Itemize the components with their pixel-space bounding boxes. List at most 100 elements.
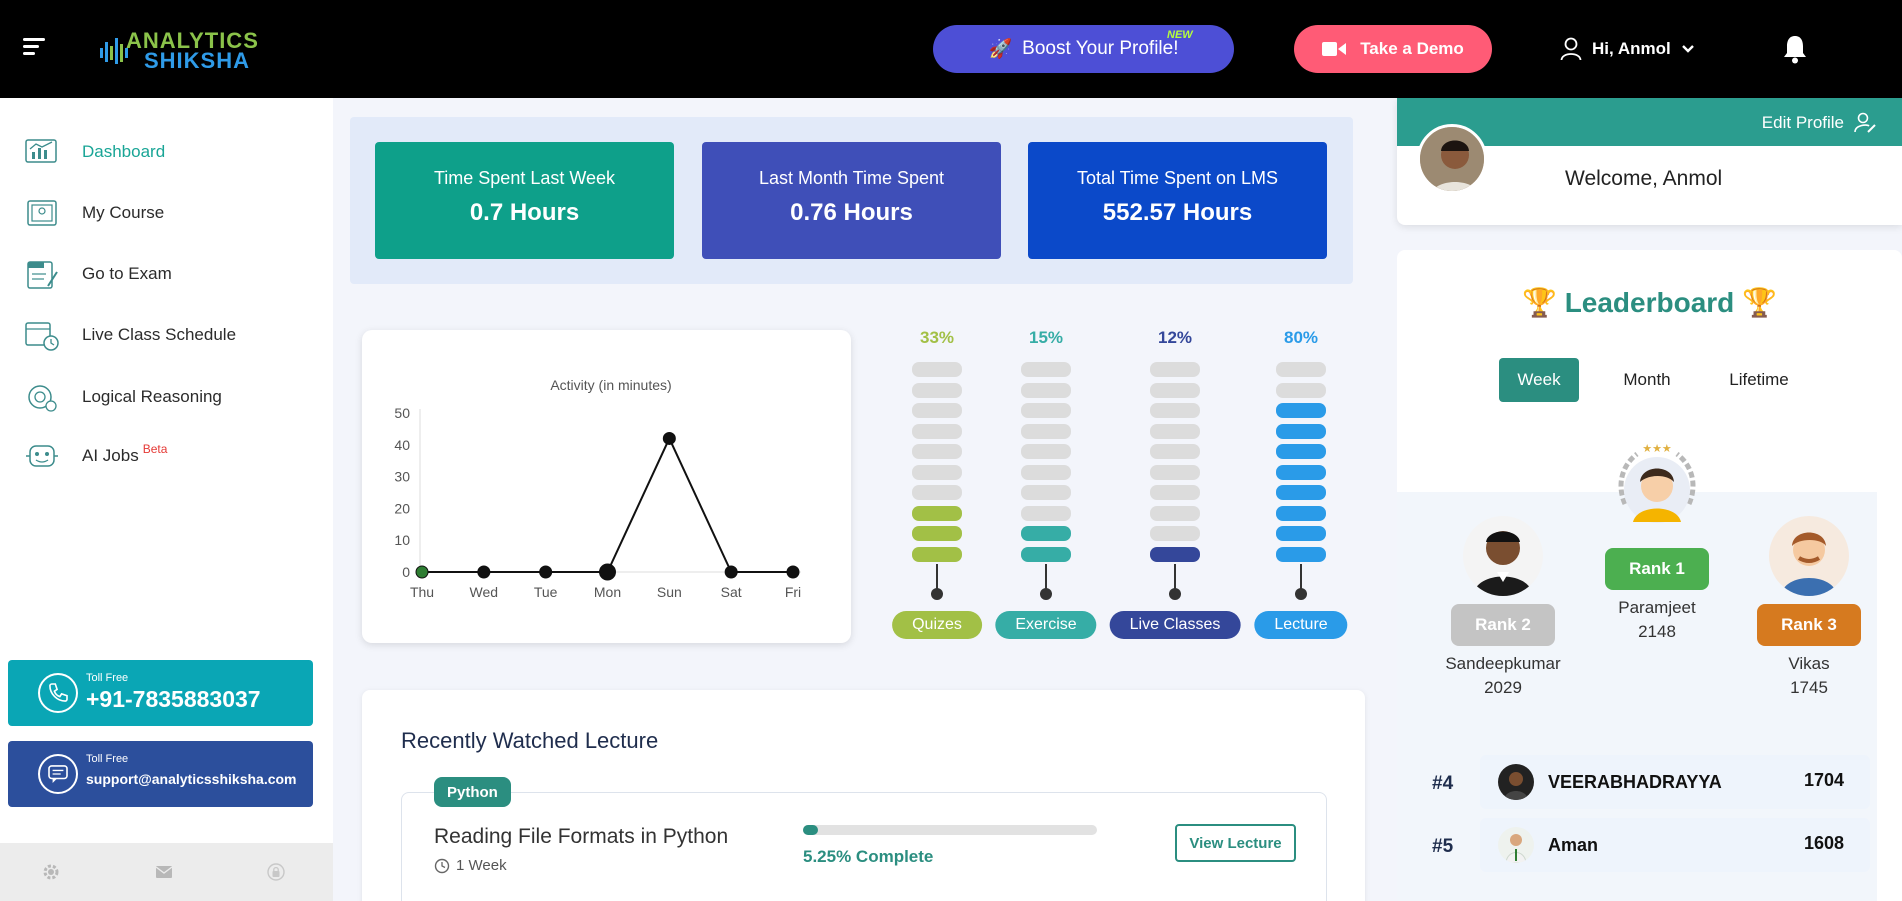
user-greeting: Hi, Anmol: [1592, 39, 1671, 58]
edit-profile-label: Edit Profile: [1761, 113, 1844, 132]
view-lecture-button[interactable]: View Lecture: [1175, 824, 1296, 862]
sidebar-item-go-to-exam[interactable]: Go to Exam: [24, 255, 172, 293]
robot-icon: [26, 445, 58, 467]
data-point: [415, 565, 429, 579]
lecture-progress-bar: [803, 825, 1097, 835]
progress-knob: [1040, 588, 1052, 600]
settings-gear-icon[interactable]: [42, 863, 60, 881]
support-email-card[interactable]: Toll Free support@analyticsshiksha.com: [8, 741, 313, 807]
profile-avatar[interactable]: [1417, 124, 1487, 194]
podium-rank-3[interactable]: Rank 3 Vikas 1745: [1739, 516, 1879, 698]
x-tick-label: Mon: [594, 584, 621, 600]
progress-segment: [1276, 403, 1326, 418]
beta-badge: Beta: [142, 442, 168, 456]
leaderboard-row[interactable]: #5 Aman 1608: [1397, 818, 1877, 872]
time-card-total: Total Time Spent on LMS 552.57 Hours: [1028, 142, 1327, 259]
progress-segment: [1276, 444, 1326, 459]
avatar: [1463, 516, 1543, 596]
progress-segment: [1150, 423, 1200, 439]
progress-segment: [912, 485, 962, 500]
course-tag[interactable]: Python: [434, 777, 511, 807]
hamburger-menu-icon[interactable]: [23, 38, 45, 56]
progress-segment: [1021, 403, 1071, 418]
progress-segment: [1276, 382, 1326, 398]
tab-lifetime[interactable]: Lifetime: [1729, 370, 1789, 389]
mail-icon[interactable]: [155, 863, 173, 881]
progress-segment: [1276, 423, 1326, 439]
sidebar-item-logical-reasoning[interactable]: Logical Reasoning: [24, 378, 222, 416]
progress-segment: [1021, 464, 1071, 480]
leader-points: 2148: [1638, 622, 1676, 641]
progress-segment: [1150, 546, 1200, 562]
row-points: 1608: [1803, 833, 1844, 853]
brand-logo[interactable]: ANALYTICS SHIKSHA: [98, 26, 258, 73]
progress-segment: [912, 526, 962, 541]
progress-label-pill[interactable]: Live Classes: [1109, 611, 1241, 639]
leaderboard-card: 🏆 Leaderboard 🏆 Week Month Lifetime Rank…: [1397, 250, 1902, 901]
row-name: VEERABHADRAYYA: [1548, 772, 1722, 792]
progress-label-pill[interactable]: Quizes: [892, 611, 982, 639]
progress-stem: [1045, 564, 1047, 592]
progress-segments: [1276, 362, 1326, 567]
avatar: ★★★: [1607, 440, 1707, 540]
logo-text-shiksha: SHIKSHA: [144, 48, 251, 73]
progress-segment: [1276, 546, 1326, 562]
podium-rank-1[interactable]: ★★★ Rank 1 Paramjeet 2148: [1587, 440, 1727, 642]
toll-free-phone-card[interactable]: Toll Free +91-7835883037: [8, 660, 313, 726]
person-photo-icon: [1498, 764, 1534, 800]
laurel-avatar-icon: ★★★: [1618, 443, 1696, 523]
row-name: Aman: [1548, 835, 1599, 855]
y-tick-label: 20: [394, 500, 410, 516]
progress-segment: [912, 546, 962, 562]
time-card-title: Last Month Time Spent: [758, 168, 945, 188]
activity-line-chart: Activity (in minutes) 0 10 20 30 40 50 Thu Wed T…: [394, 377, 801, 600]
sidebar-item-my-course[interactable]: My Course: [24, 194, 164, 232]
time-card-value: 552.57 Hours: [1102, 199, 1253, 226]
chevron-down-icon: [1681, 45, 1694, 53]
rocket-icon: 🚀: [988, 39, 1013, 60]
data-point: [477, 565, 491, 579]
progress-segment: [1021, 485, 1071, 500]
edit-profile-link[interactable]: Edit Profile: [1762, 112, 1876, 134]
leaderboard-row[interactable]: #4 VEERABHADRAYYA 1704: [1397, 755, 1877, 809]
progress-segments: [1150, 362, 1200, 567]
progress-segment: [912, 423, 962, 439]
progress-segment: [1276, 485, 1326, 500]
row-bar: Aman 1608: [1480, 818, 1870, 872]
x-tick-label: Sun: [657, 584, 682, 600]
progress-label-pill[interactable]: Exercise: [995, 611, 1097, 639]
tab-week[interactable]: Week: [1499, 358, 1579, 402]
sidebar-footer: [0, 843, 333, 901]
lecture-title: Reading File Formats in Python: [434, 825, 729, 848]
user-icon: [1560, 37, 1582, 61]
time-stats-panel: Time Spent Last Week 0.7 Hours Last Mont…: [350, 117, 1353, 284]
progress-segment: [1150, 464, 1200, 480]
user-menu-dropdown[interactable]: Hi, Anmol: [1560, 36, 1695, 62]
sidebar-item-label: Live Class Schedule: [82, 325, 237, 344]
lecture-duration-text: 1 Week: [456, 857, 507, 874]
take-demo-button[interactable]: Take a Demo: [1294, 25, 1492, 73]
progress-segment: [1021, 423, 1071, 439]
progress-stem: [936, 564, 938, 592]
progress-segment: [1021, 362, 1071, 377]
leader-name: Sandeepkumar: [1445, 654, 1561, 673]
lock-icon[interactable]: [267, 863, 285, 881]
podium-rank-2[interactable]: Rank 2 Sandeepkumar 2029: [1433, 516, 1573, 698]
x-tick-label: Sat: [721, 584, 742, 600]
sidebar-item-live-class-schedule[interactable]: Live Class Schedule: [24, 316, 236, 354]
progress-knob: [931, 588, 943, 600]
data-point: [724, 565, 738, 579]
progress-segment: [1150, 444, 1200, 459]
ai-jobs-label: AI Jobs: [82, 446, 139, 465]
y-tick-label: 10: [394, 532, 410, 548]
sidebar-item-ai-jobs[interactable]: AI Jobs Beta: [24, 437, 167, 475]
boost-profile-button[interactable]: 🚀 Boost Your Profile! NEW: [933, 25, 1234, 73]
tab-month[interactable]: Month: [1623, 370, 1671, 389]
y-tick-label: 50: [394, 405, 410, 421]
row-position: #5: [1432, 836, 1454, 857]
notification-bell-icon[interactable]: [1782, 34, 1808, 64]
progress-column-quizes: 33% Quizes: [887, 328, 987, 648]
progress-percent: 33%: [919, 328, 955, 347]
progress-label-pill[interactable]: Lecture: [1254, 611, 1348, 639]
sidebar-item-dashboard[interactable]: Dashboard: [24, 133, 165, 171]
